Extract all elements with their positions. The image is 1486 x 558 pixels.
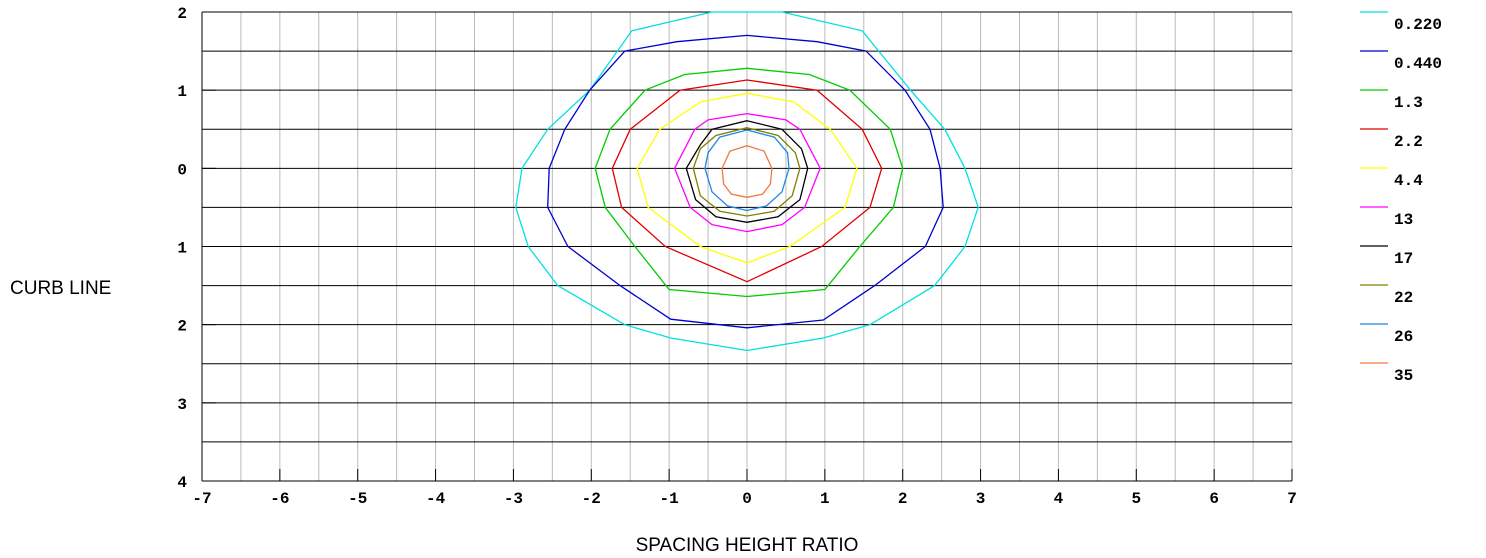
x-tick-label: -7 [192, 490, 211, 508]
contour-line [611, 79, 883, 283]
contour-line [515, 11, 979, 352]
x-tick-label: -2 [582, 490, 601, 508]
x-tick-label: 5 [1131, 490, 1141, 508]
y-tick-label: 1 [177, 83, 187, 101]
x-tick-label: 4 [1054, 490, 1064, 508]
contour-line [594, 67, 904, 298]
contour-line [685, 120, 809, 223]
contour-line [692, 127, 801, 217]
legend-label: 26 [1394, 328, 1413, 346]
x-tick-label: 7 [1287, 490, 1297, 508]
legend-label: 2.2 [1394, 133, 1423, 151]
legend-label: 22 [1394, 289, 1413, 307]
y-tick-label: 4 [177, 474, 187, 492]
x-tick-label: 6 [1209, 490, 1219, 508]
x-tick-label: -5 [348, 490, 367, 508]
legend-label: 4.4 [1394, 172, 1423, 190]
y-tick-label: 3 [177, 396, 187, 414]
x-tick-label: -6 [270, 490, 289, 508]
contour-line [704, 129, 790, 212]
x-tick-label: 0 [742, 490, 752, 508]
legend-label: 13 [1394, 211, 1413, 229]
x-axis-label: SPACING HEIGHT RATIO [636, 535, 859, 556]
legend-label: 0.440 [1394, 55, 1442, 73]
legend-label: 35 [1394, 367, 1413, 385]
y-tick-label: 0 [177, 161, 187, 179]
y-tick-label: 1 [177, 240, 187, 258]
y-tick-label: 2 [177, 5, 187, 23]
legend-label: 17 [1394, 250, 1413, 268]
contour-line [673, 112, 821, 233]
x-tick-label: -1 [660, 490, 679, 508]
contour-line [636, 92, 858, 264]
y-tick-label: 2 [177, 318, 187, 336]
x-tick-label: 3 [976, 490, 986, 508]
x-tick-label: 1 [820, 490, 830, 508]
contour-line [547, 34, 944, 329]
y-axis-label: CURB LINE [10, 278, 111, 299]
contour-line [721, 145, 773, 198]
x-tick-label: -4 [426, 490, 446, 508]
x-tick-label: -3 [504, 490, 523, 508]
x-tick-label: 2 [898, 490, 908, 508]
legend-label: 0.220 [1394, 16, 1442, 34]
legend-label: 1.3 [1394, 94, 1423, 112]
